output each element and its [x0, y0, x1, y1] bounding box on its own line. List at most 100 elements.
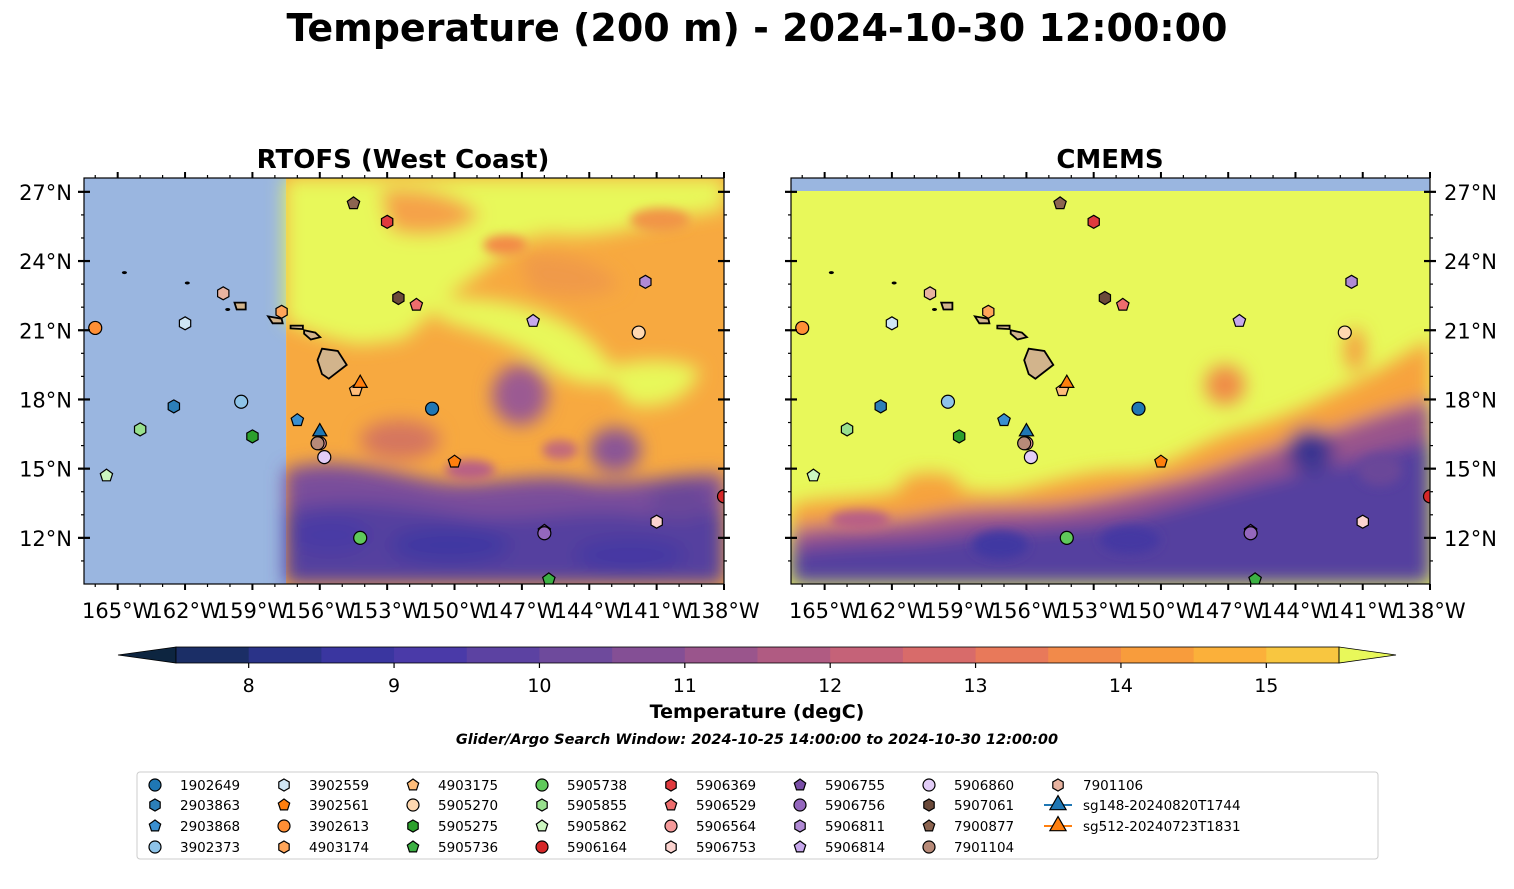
colorbar-tick-label: 8	[243, 675, 255, 697]
legend-label: 3902561	[309, 798, 369, 814]
legend-marker	[923, 798, 935, 812]
observation-marker	[310, 436, 325, 451]
observation-marker	[88, 320, 103, 336]
colorbar-segment	[1048, 647, 1122, 663]
legend-label: 5907061	[954, 798, 1014, 814]
x-tick-label: 159°W	[923, 599, 995, 623]
observation-marker	[167, 399, 181, 414]
observation-marker	[526, 313, 541, 327]
islet	[225, 307, 231, 311]
legend-marker	[277, 798, 291, 811]
figure-title: Temperature (200 m) - 2024-10-30 12:00:0…	[286, 6, 1228, 50]
legend-label: sg148-20240820T1744	[1083, 798, 1241, 814]
cmems-panel: CMEMS	[785, 145, 1497, 623]
legend-label: 5905270	[438, 798, 498, 814]
rtofs-observation-markers	[88, 196, 724, 584]
colorbar-segment	[539, 647, 613, 663]
legend-marker	[793, 840, 807, 853]
observation-marker	[1017, 436, 1032, 451]
observation-marker	[246, 429, 259, 444]
island-outline	[939, 301, 954, 311]
island-outline	[233, 301, 247, 311]
rtofs-x-axis: 165°W162°W159°W156°W153°W150°W147°W144°W…	[82, 172, 760, 623]
rtofs-panel: RTOFS (West Coast)	[19, 145, 760, 623]
legend-label: 5905738	[567, 778, 627, 794]
y-tick-label: 24°N	[19, 250, 72, 274]
observation-marker	[541, 572, 556, 584]
legend-marker	[664, 798, 678, 811]
observation-marker	[1337, 325, 1352, 340]
colorbar: 8 9 10 11 12 13 14 15	[117, 646, 1397, 697]
observation-marker	[234, 394, 249, 409]
x-tick-label: 162°W	[149, 599, 221, 623]
observation-marker	[346, 196, 361, 210]
island-outline	[316, 347, 348, 380]
x-tick-label: 165°W	[789, 599, 861, 623]
colorbar-segment	[1120, 647, 1195, 663]
legend-label: 3902373	[180, 840, 240, 856]
search-window-note: Glider/Argo Search Window: 2024-10-25 14…	[455, 732, 1059, 748]
colorbar-tick-label: 9	[388, 675, 400, 697]
observation-marker	[806, 468, 821, 482]
legend-marker	[536, 798, 548, 812]
rtofs-temperature-field	[285, 178, 724, 584]
legend-marker	[664, 819, 678, 833]
y-tick-label: 27°N	[19, 181, 72, 205]
legend-marker	[148, 819, 162, 832]
colorbar-tick-label: 13	[963, 675, 987, 697]
islet	[931, 307, 937, 311]
legend-marker	[148, 840, 162, 854]
island-outline	[289, 324, 304, 331]
observation-marker	[1345, 274, 1358, 289]
y-tick-label: 18°N	[19, 388, 72, 412]
colorbar-frame	[175, 646, 1340, 664]
y-tick-label: 18°N	[1444, 388, 1497, 412]
colorbar-segment	[830, 647, 904, 663]
legend-label: 3902613	[309, 819, 369, 835]
colorbar-segment	[1193, 647, 1267, 663]
legend-marker	[535, 778, 549, 792]
y-tick-label: 27°N	[1444, 181, 1497, 205]
y-tick-label: 15°N	[19, 458, 72, 482]
colorbar-segment	[757, 647, 831, 663]
legend-label: 5906164	[567, 840, 627, 856]
observation-marker	[275, 304, 288, 319]
observation-marker	[178, 316, 192, 331]
legend-label: 4903174	[309, 840, 369, 856]
x-tick-label: 147°W	[486, 599, 558, 623]
legend-label: 5906756	[825, 798, 885, 814]
observation-marker	[874, 399, 887, 414]
legend-marker	[535, 840, 549, 854]
colorbar-tick-label: 11	[673, 675, 697, 697]
x-tick-label: 162°W	[856, 599, 928, 623]
colorbar-segment	[902, 647, 977, 663]
x-tick-label: 153°W	[1058, 599, 1130, 623]
legend-label: 5905862	[567, 819, 627, 835]
observation-marker	[392, 290, 405, 306]
legend-marker	[406, 840, 420, 853]
observation-marker	[840, 422, 854, 437]
island-outline	[1023, 347, 1055, 380]
colorbar-segment	[466, 647, 540, 663]
cmems-x-axis: 165°W162°W159°W156°W153°W150°W147°W144°W…	[789, 172, 1466, 623]
legend-label: 5905855	[567, 798, 627, 814]
legend-marker	[1052, 778, 1064, 792]
colorbar-segment	[321, 647, 395, 663]
colorbar-extend-low	[117, 646, 177, 664]
observation-marker	[639, 274, 652, 289]
observation-marker	[311, 422, 328, 437]
observation-marker	[409, 297, 424, 311]
legend-marker	[922, 819, 936, 832]
legend-label: sg512-20240723T1831	[1083, 819, 1241, 835]
legend-label: 1902649	[180, 778, 240, 794]
x-tick-label: 147°W	[1193, 599, 1265, 623]
observation-marker	[885, 316, 899, 331]
y-tick-label: 15°N	[1444, 458, 1497, 482]
observation-marker	[1154, 454, 1168, 468]
islet	[184, 281, 190, 285]
y-tick-label: 12°N	[1444, 527, 1497, 551]
y-tick-label: 12°N	[19, 527, 72, 551]
observation-marker	[290, 412, 305, 427]
legend-label: 5906529	[696, 798, 756, 814]
legend-marker	[148, 778, 162, 792]
